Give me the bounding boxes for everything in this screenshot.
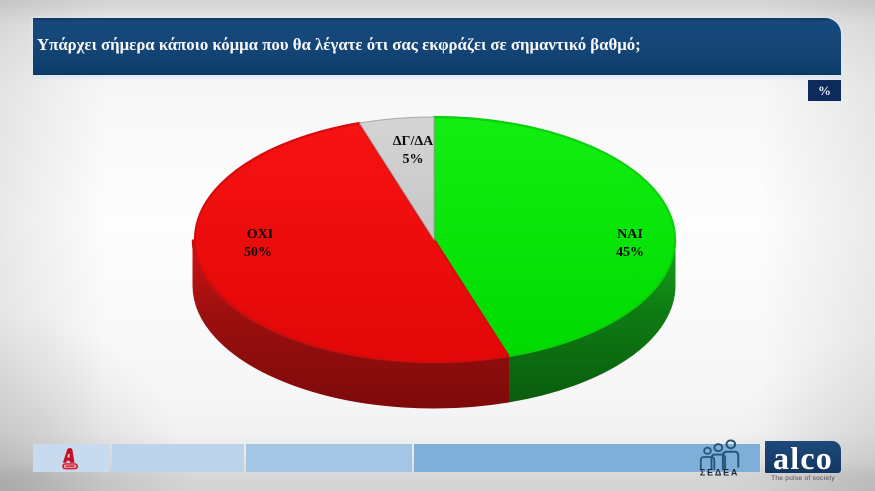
svg-text:50%: 50% xyxy=(244,245,272,260)
svg-text:ΔΓ/ΔΑ: ΔΓ/ΔΑ xyxy=(393,134,434,149)
svg-text:ΟΧΙ: ΟΧΙ xyxy=(247,227,273,242)
svg-text:5%: 5% xyxy=(403,152,424,167)
svg-text:ΝΑΙ: ΝΑΙ xyxy=(617,227,643,242)
svg-text:45%: 45% xyxy=(616,245,644,260)
svg-text:ΣΕΔΕΑ: ΣΕΔΕΑ xyxy=(700,468,739,478)
